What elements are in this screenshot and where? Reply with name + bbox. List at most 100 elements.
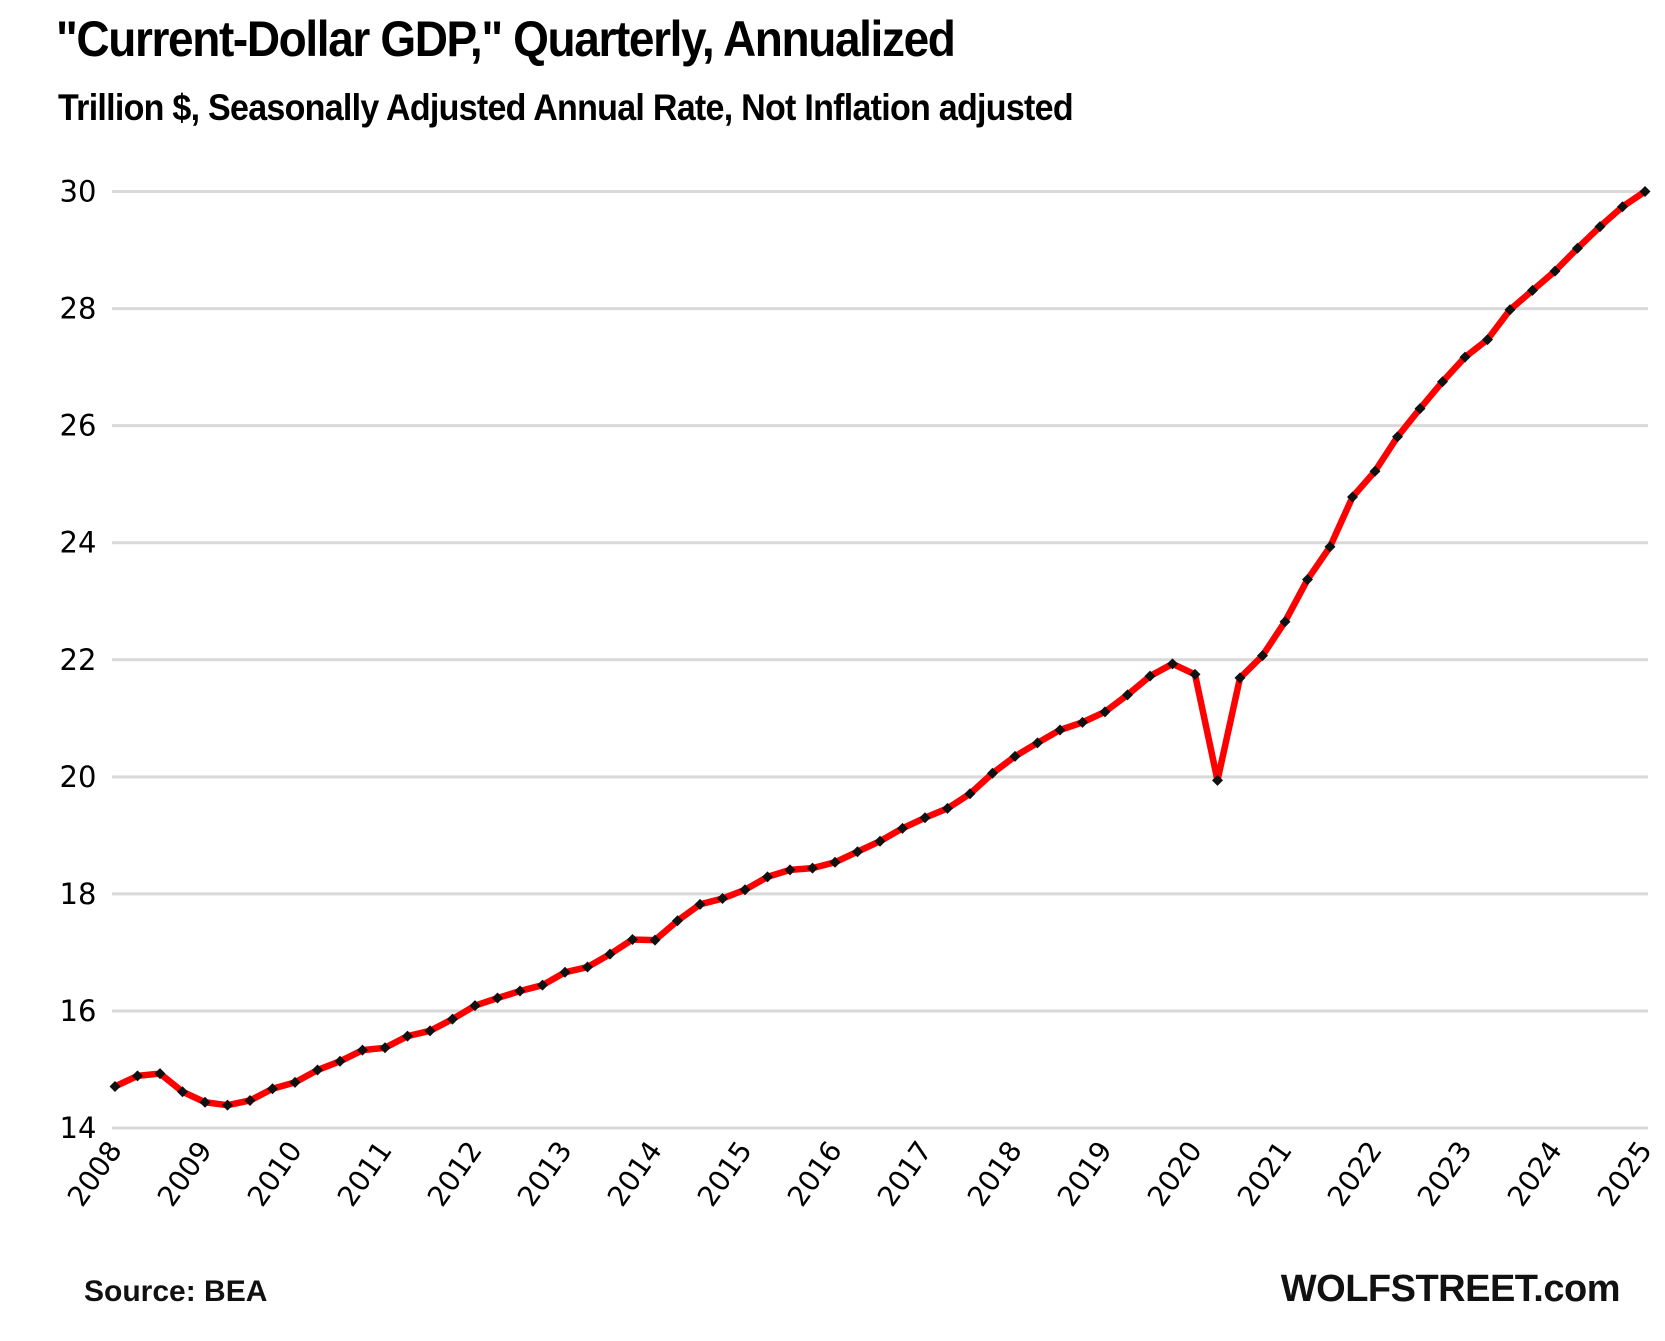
data-point-marker [987, 767, 998, 779]
data-point-marker [1279, 616, 1291, 628]
data-point-marker [1594, 221, 1606, 233]
data-point-marker [222, 1099, 233, 1111]
data-point-marker [537, 979, 548, 991]
data-point-marker [1549, 265, 1561, 277]
data-point-marker [649, 934, 661, 946]
data-point-marker [964, 788, 976, 800]
series-gdp [109, 186, 1651, 1111]
data-point-marker [1324, 541, 1336, 553]
x-axis-ticks: 2008 2009 2010 2011 2012 2013 2014 2015 2016 2017… [61, 1135, 1659, 1212]
data-point-marker [807, 862, 818, 874]
y-tick-label: 16 [60, 994, 97, 1028]
data-point-marker [762, 871, 773, 883]
data-point-marker [919, 812, 931, 824]
x-tick-label: 2025 [1591, 1135, 1659, 1212]
x-tick-label: 2021 [1231, 1135, 1299, 1212]
y-tick-label: 20 [60, 760, 97, 794]
x-tick-label: 2020 [1141, 1135, 1209, 1212]
data-point-marker [1639, 186, 1651, 197]
data-point-marker [244, 1094, 256, 1106]
data-point-marker [1347, 491, 1358, 503]
x-tick-label: 2019 [1051, 1135, 1119, 1212]
x-tick-label: 2023 [1411, 1135, 1479, 1212]
source-note: Source: BEA [84, 1275, 268, 1308]
data-point-marker [402, 1030, 413, 1042]
data-point-marker [1054, 724, 1066, 736]
data-point-marker [852, 846, 863, 858]
data-point-marker [874, 835, 886, 847]
x-tick-label: 2010 [241, 1135, 309, 1212]
y-tick-label: 22 [60, 643, 97, 677]
data-point-marker [1077, 716, 1088, 728]
data-point-marker [199, 1096, 211, 1108]
data-point-marker [897, 822, 908, 834]
data-point-marker [582, 961, 593, 973]
x-tick-label: 2009 [151, 1135, 219, 1212]
data-point-marker [1527, 284, 1538, 296]
y-tick-label: 24 [60, 526, 97, 560]
data-point-marker [334, 1055, 346, 1067]
x-tick-label: 2011 [331, 1135, 399, 1212]
chart-title: "Current-Dollar GDP," Quarterly, Annuali… [56, 11, 956, 67]
data-point-marker [559, 966, 571, 978]
data-point-marker [1504, 304, 1516, 316]
data-point-marker [604, 948, 616, 960]
data-point-marker [694, 898, 706, 910]
series-line [111, 188, 1649, 1109]
y-tick-label: 26 [60, 409, 97, 443]
brand-watermark: WOLFSTREET.com [1280, 1268, 1621, 1310]
data-point-marker [1167, 658, 1178, 670]
data-point-marker [492, 992, 503, 1004]
data-point-marker [1212, 774, 1223, 786]
data-point-marker [1617, 201, 1628, 213]
x-tick-label: 2008 [61, 1135, 129, 1212]
x-tick-label: 2022 [1321, 1135, 1389, 1212]
x-tick-label: 2013 [511, 1135, 579, 1212]
y-tick-label: 30 [60, 175, 97, 209]
data-point-marker [784, 864, 796, 876]
y-tick-label: 14 [60, 1111, 97, 1145]
data-point-marker [1482, 334, 1493, 346]
data-point-marker [1437, 376, 1448, 388]
data-point-marker [1234, 672, 1246, 684]
data-point-marker [1302, 574, 1313, 586]
data-point-marker [469, 1000, 481, 1012]
data-point-marker [312, 1064, 323, 1076]
data-point-marker [1459, 351, 1471, 363]
data-point-marker [177, 1086, 188, 1098]
data-point-marker [1144, 670, 1156, 682]
data-point-marker [109, 1080, 121, 1092]
x-tick-label: 2012 [421, 1135, 489, 1212]
data-point-marker [672, 915, 683, 927]
data-point-marker [1257, 650, 1268, 662]
data-point-marker [829, 856, 841, 868]
data-point-marker [1099, 706, 1111, 718]
data-point-marker [1032, 737, 1043, 749]
data-point-marker [357, 1044, 368, 1056]
data-point-marker [717, 893, 728, 905]
data-point-marker [267, 1083, 278, 1095]
x-tick-label: 2024 [1501, 1135, 1569, 1212]
x-tick-label: 2017 [871, 1135, 939, 1212]
data-point-marker [1122, 689, 1133, 701]
data-point-marker [424, 1025, 436, 1037]
data-point-marker [1009, 750, 1021, 762]
data-point-marker [1414, 403, 1426, 415]
x-tick-label: 2014 [601, 1135, 669, 1212]
data-point-marker [289, 1076, 301, 1088]
data-point-marker [132, 1070, 143, 1082]
y-tick-label: 28 [60, 292, 97, 326]
data-point-marker [942, 802, 953, 814]
data-point-marker [627, 934, 638, 946]
data-point-marker [447, 1013, 458, 1025]
data-point-marker [739, 884, 751, 896]
x-tick-label: 2016 [781, 1135, 849, 1212]
y-tick-label: 18 [60, 877, 97, 911]
data-point-marker [1189, 668, 1201, 680]
chart-subtitle: Trillion $, Seasonally Adjusted Annual R… [58, 87, 1074, 128]
data-point-marker [1572, 242, 1583, 254]
y-axis-ticks: 14 16 18 20 22 24 26 28 30 [60, 175, 97, 1146]
data-point-marker [379, 1042, 391, 1054]
x-tick-label: 2015 [691, 1135, 759, 1212]
